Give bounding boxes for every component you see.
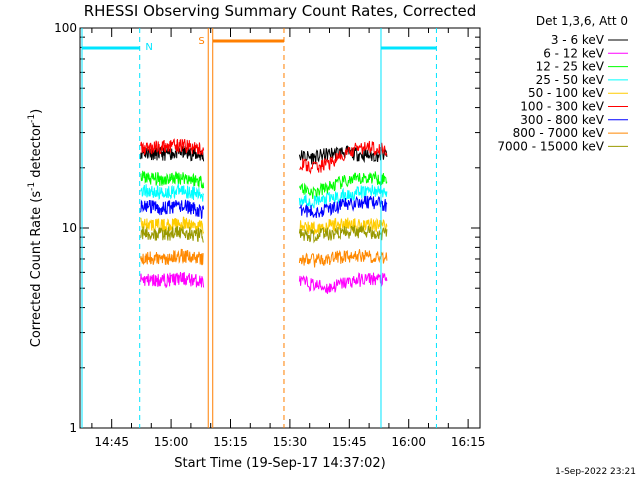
chart-title: RHESSI Observing Summary Count Rates, Co… [84, 2, 477, 20]
series-25-50-keV [140, 183, 388, 209]
series-trace [298, 225, 388, 244]
series-trace [298, 145, 388, 165]
legend-label: 6 - 12 keV [543, 46, 605, 60]
x-tick-label: 15:00 [154, 435, 189, 449]
x-tick-label: 15:30 [273, 435, 308, 449]
y-axis-label-mid: detector [29, 122, 44, 182]
legend-label: 100 - 300 keV [520, 100, 604, 114]
series-300-800-keV [140, 195, 388, 219]
x-tick-label: 16:15 [451, 435, 486, 449]
series-trace [298, 184, 388, 209]
series-7000-15000-keV [140, 225, 388, 244]
x-axis-label: Start Time (19-Sep-17 14:37:02) [174, 456, 385, 471]
annotations: NS [81, 28, 437, 428]
night-label: N [145, 42, 152, 53]
y-tick-label: 10 [62, 221, 77, 235]
legend-label: 7000 - 15000 keV [497, 139, 604, 153]
legend-label: 50 - 100 keV [528, 86, 605, 100]
series-800-7000-keV [140, 248, 388, 268]
series-trace [299, 140, 388, 175]
series-trace [140, 271, 205, 289]
series-12-25-keV [140, 170, 388, 199]
x-tick-label: 16:00 [391, 435, 426, 449]
x-ticks: 14:45 15:00 15:15 15:30 15:45 16:00 16:15 [91, 28, 486, 449]
x-tick-label: 14:45 [94, 435, 129, 449]
series-100-300-keV [140, 138, 388, 175]
legend-label: 25 - 50 keV [536, 73, 605, 87]
legend-header: Det 1,3,6, Att 0 [536, 14, 628, 28]
y-tick-label: 1 [69, 421, 77, 435]
y-axis-label-end: ) [29, 109, 44, 114]
footer-date: 1-Sep-2022 23:21 [555, 467, 636, 477]
series-trace [299, 195, 388, 219]
series-6-12-keV [140, 271, 388, 294]
series-trace [140, 199, 205, 219]
legend-label: 800 - 7000 keV [513, 126, 605, 140]
legend-label: 300 - 800 keV [520, 113, 604, 127]
series-trace [140, 170, 205, 189]
x-tick-label: 15:45 [332, 435, 367, 449]
series-trace [140, 248, 204, 266]
series-trace [298, 171, 388, 199]
series-trace [140, 138, 205, 156]
y-tick-label: 100 [54, 21, 77, 35]
data-series [140, 138, 388, 294]
y-axis-label-sup1: -1 [27, 182, 37, 191]
y-axis-label-sup2: -1 [27, 114, 37, 123]
saa-label: S [198, 36, 204, 47]
y-axis-label-main: Corrected Count Rate (s [29, 191, 44, 348]
series-trace [140, 183, 205, 202]
series-trace [140, 225, 204, 243]
x-tick-label: 15:15 [213, 435, 248, 449]
y-axis-label: Corrected Count Rate (s-1 detector-1) [27, 109, 44, 347]
legend-label: 3 - 6 keV [551, 33, 605, 47]
series-trace [298, 249, 388, 268]
y-ticks: 1 10 100 [54, 21, 480, 435]
series-trace [298, 272, 388, 294]
legend-label: 12 - 25 keV [536, 60, 605, 74]
